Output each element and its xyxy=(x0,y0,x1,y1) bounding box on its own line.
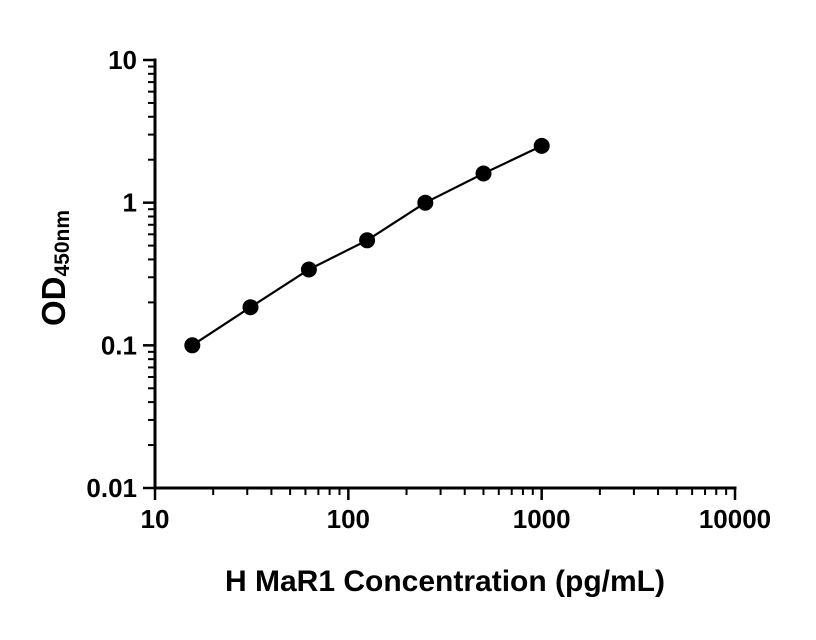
y-axis-title-subscript: 450nm xyxy=(50,209,74,277)
data-point xyxy=(533,137,550,154)
data-point xyxy=(359,232,376,249)
x-tick-label: 10000 xyxy=(699,504,771,534)
data-point xyxy=(300,261,317,278)
y-tick-label: 10 xyxy=(108,45,137,75)
data-point xyxy=(417,194,434,211)
y-tick-label: 0.01 xyxy=(86,473,137,503)
y-tick-label: 0.1 xyxy=(101,330,137,360)
y-tick-label: 1 xyxy=(123,188,137,218)
y-axis-title: OD450nm xyxy=(35,210,75,326)
data-point xyxy=(184,337,201,354)
y-axis-title-main: OD xyxy=(35,276,73,327)
data-point xyxy=(475,165,492,182)
data-point xyxy=(242,299,259,316)
x-tick-label: 100 xyxy=(327,504,370,534)
x-tick-label: 10 xyxy=(141,504,170,534)
x-tick-label: 1000 xyxy=(513,504,571,534)
x-axis-title: H MaR1 Concentration (pg/mL) xyxy=(225,565,665,598)
